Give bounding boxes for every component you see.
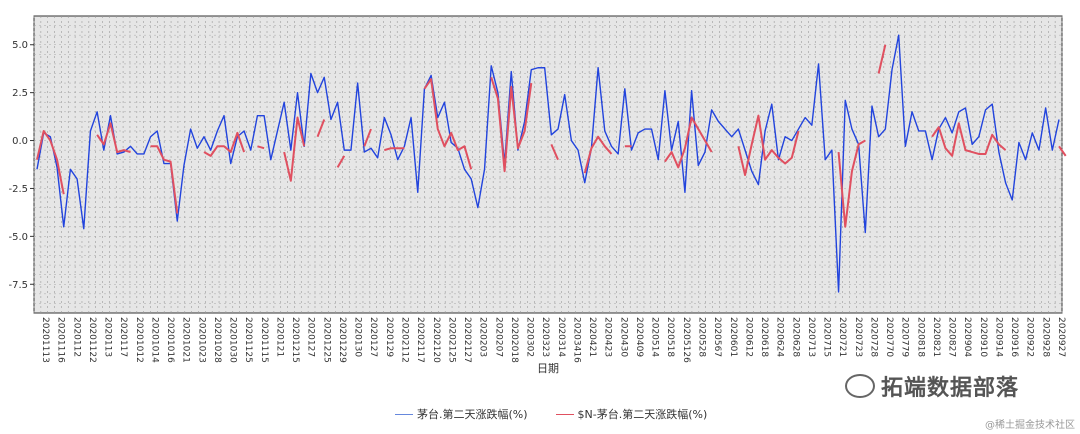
x-tick-label: 20201028 xyxy=(212,317,222,363)
x-tick-label: 2020130 xyxy=(353,317,363,357)
x-tick-label: 2020723 xyxy=(853,317,863,357)
x-tick-label: 2020421 xyxy=(587,317,597,357)
y-tick-label: 0.0 xyxy=(12,136,28,147)
x-tick-label: 20201030 xyxy=(228,317,238,363)
x-tick-label: 2020601 xyxy=(728,317,738,357)
x-tick-label: 2020314 xyxy=(556,317,566,357)
series-line-maotai xyxy=(36,34,1060,293)
legend-item-maotai: 茅台.第二天涨跌幅(%) xyxy=(395,406,528,422)
x-tick-label: 20201016 xyxy=(165,317,175,363)
x-tick-label: 2020728 xyxy=(868,317,878,357)
y-tick-label: 5.0 xyxy=(12,40,28,51)
x-tick-label: 2020127 xyxy=(368,317,378,357)
x-tick-label: 2020779 xyxy=(900,317,910,357)
x-tick-label: 2020818 xyxy=(915,317,925,357)
legend-label-maotai: 茅台.第二天涨跌幅(%) xyxy=(417,408,528,421)
x-tick-label: 20205126 xyxy=(681,317,691,363)
x-tick-label: 2020117 xyxy=(118,317,128,357)
x-tick-label: 2020916 xyxy=(1009,317,1019,357)
x-tick-label: 20201113 xyxy=(40,317,50,363)
x-tick-label: 2020628 xyxy=(790,317,800,357)
x-tick-label: 2020203 xyxy=(478,317,488,357)
x-tick-label: 2020409 xyxy=(634,317,644,357)
x-tick-label: 20201225 xyxy=(321,317,331,363)
x-tick-label: 2020927 xyxy=(1056,317,1066,357)
x-tick-label: 2020914 xyxy=(993,317,1003,357)
x-tick-label: 20202117 xyxy=(415,317,425,363)
y-tick-label: -7.5 xyxy=(8,280,28,291)
x-tick-label: 2020514 xyxy=(650,317,660,357)
x-tick-label: 2020922 xyxy=(1025,317,1035,357)
x-tick-label: 2020567 xyxy=(712,317,722,357)
x-tick-label: 2020928 xyxy=(1040,317,1050,357)
grid-lines xyxy=(33,16,1063,313)
x-tick-label: 20202127 xyxy=(462,317,472,363)
x-tick-label: 2020528 xyxy=(696,317,706,357)
legend-swatch-red xyxy=(555,413,574,415)
x-tick-label: 20201021 xyxy=(181,317,191,363)
x-tick-label: 2020129 xyxy=(384,317,394,357)
y-tick-label: -2.5 xyxy=(8,184,28,195)
x-tick-label: 20201014 xyxy=(149,317,159,363)
x-tick-label: 2020713 xyxy=(806,317,816,357)
x-tick-label: 20201023 xyxy=(196,317,206,363)
x-tick-label: 2020113 xyxy=(103,317,113,357)
x-tick-label: 2020121 xyxy=(274,317,284,357)
y-tick-label: 2.5 xyxy=(12,88,28,99)
x-tick-label: 2020323 xyxy=(540,317,550,357)
x-tick-label: 2020770 xyxy=(884,317,894,357)
x-tick-label: 2020821 xyxy=(931,317,941,357)
x-tick-label: 2020827 xyxy=(947,317,957,357)
x-tick-label: 2020112 xyxy=(71,317,81,357)
x-tick-label: 20201125 xyxy=(243,317,253,363)
x-tick-label: 2020715 xyxy=(822,317,832,357)
x-axis-title: 日期 xyxy=(537,362,559,375)
y-axis: 5.0 2.5 0.0 -2.5 -5.0 -7.5 xyxy=(8,40,34,291)
series-line-n-maotai xyxy=(36,44,1067,228)
legend-label-n-maotai: $N-茅台.第二天涨跌幅(%) xyxy=(577,408,708,421)
x-tick-label: 2020302 xyxy=(525,317,535,357)
x-tick-label: 20202125 xyxy=(446,317,456,363)
x-tick-label: 2020910 xyxy=(978,317,988,357)
plot-area xyxy=(33,15,1063,314)
wechat-icon xyxy=(845,374,875,398)
watermark: 拓端数据部落 xyxy=(845,370,1019,402)
x-tick-label: 20202018 xyxy=(509,317,519,363)
x-tick-label: 2020430 xyxy=(618,317,628,357)
x-tick-label: 2020618 xyxy=(759,317,769,357)
x-tick-label: 2020624 xyxy=(775,317,785,357)
legend: 茅台.第二天涨跌幅(%) $N-茅台.第二天涨跌幅(%) xyxy=(395,406,707,422)
x-tick-label: 20201012 xyxy=(134,317,144,363)
x-tick-label: 2020721 xyxy=(837,317,847,357)
x-tick-label: 20201229 xyxy=(337,317,347,363)
x-tick-label: 20201122 xyxy=(87,317,97,363)
x-tick-label: 20202120 xyxy=(431,317,441,363)
x-tick-label: 2020423 xyxy=(603,317,613,357)
legend-swatch-blue xyxy=(395,413,413,415)
legend-item-n-maotai: $N-茅台.第二天涨跌幅(%) xyxy=(555,406,708,422)
x-axis: 20201113 20201116 2020112 20201122 2020113 20… xyxy=(40,317,1066,363)
x-tick-label: 2020518 xyxy=(665,317,675,357)
x-tick-label: 20201115 xyxy=(259,317,269,363)
x-tick-label: 20201116 xyxy=(56,317,66,363)
y-tick-label: -5.0 xyxy=(8,232,28,243)
x-tick-label: 20203416 xyxy=(571,317,581,363)
x-tick-label: 20201215 xyxy=(290,317,300,363)
watermark-text: 拓端数据部落 xyxy=(881,376,1020,401)
x-tick-label: 2020612 xyxy=(743,317,753,357)
x-tick-label: 2020207 xyxy=(493,317,503,357)
x-tick-label: 20202112 xyxy=(400,317,410,363)
series-layer xyxy=(36,34,1067,293)
x-tick-label: 2020127 xyxy=(306,317,316,357)
x-tick-label: 2020904 xyxy=(962,317,972,357)
watermark-sub: @稀土掘金技术社区 xyxy=(985,420,1075,431)
